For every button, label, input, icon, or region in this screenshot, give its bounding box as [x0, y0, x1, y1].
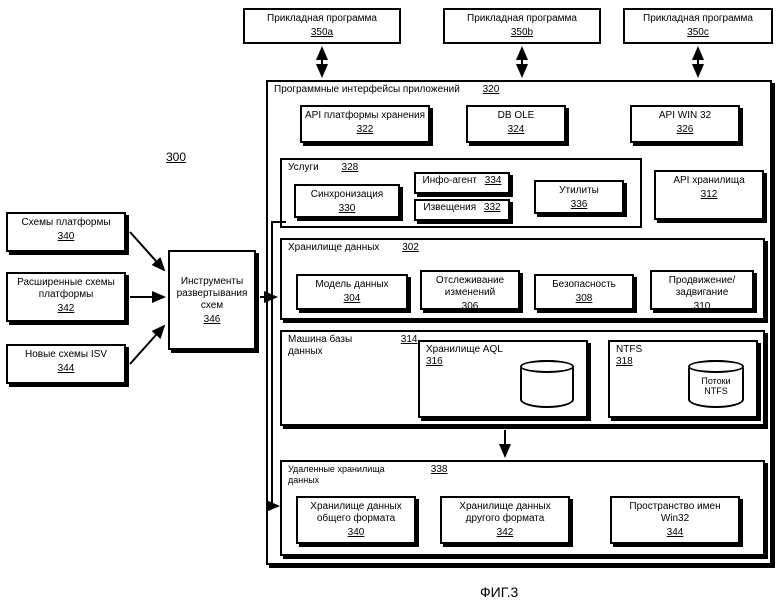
ref: 330 [299, 203, 395, 214]
schema-ext-box: Расширенные схемы платформы 342 [6, 272, 126, 322]
label: Продвижение/ задвигание [655, 275, 749, 299]
datamodel-box: Модель данных 304 [296, 274, 408, 310]
ref: 344 [11, 363, 121, 374]
ref: 326 [635, 124, 735, 135]
ref: 340 [301, 527, 411, 538]
repo-api-box: API хранилища 312 [654, 170, 764, 220]
ref: 324 [471, 124, 561, 135]
label: Безопасность [539, 279, 629, 291]
label: DB OLE [471, 110, 561, 122]
schema-platform-box: Схемы платформы 340 [6, 212, 126, 252]
diagram-ref: 300 [166, 150, 186, 164]
ref: 316 [426, 356, 443, 367]
app-box-3: Прикладная программа 350c [623, 8, 773, 44]
label: API хранилища [659, 175, 759, 187]
label: API WIN 32 [635, 110, 735, 122]
label: Отслеживание изменений [425, 275, 515, 299]
label: API платформы хранения [305, 110, 425, 122]
ref: 312 [659, 189, 759, 200]
label: Модель данных [301, 279, 403, 291]
label: Хранилище AQL [426, 344, 503, 355]
ref: 340 [11, 231, 121, 242]
aql-cylinder [520, 360, 574, 408]
label: Синхронизация [299, 189, 395, 201]
remote-box-2: Хранилище данных другого формата 342 [440, 496, 570, 544]
label: Новые схемы ISV [11, 349, 121, 361]
ref: 338 [431, 464, 448, 475]
api-win32: API WIN 32 326 [630, 105, 740, 143]
api-storage: API платформы хранения 322 [300, 105, 430, 143]
ref: 342 [11, 303, 121, 314]
schema-isv-box: Новые схемы ISV 344 [6, 344, 126, 384]
utilities-box: Утилиты 336 [534, 180, 624, 214]
ref: 336 [539, 199, 619, 210]
sync-box: Синхронизация 330 [294, 184, 400, 218]
ref: 342 [445, 527, 565, 538]
ref: 310 [655, 301, 749, 312]
label: NTFS [616, 344, 642, 355]
ref: 306 [425, 301, 515, 312]
label: Хранилище данных [288, 242, 379, 253]
ref: 344 [615, 527, 735, 538]
ref: 304 [301, 293, 403, 304]
app-box-1: Прикладная программа 350a [243, 8, 401, 44]
app-ref: 350c [628, 27, 768, 38]
ref: 302 [402, 242, 419, 253]
label: Услуги [288, 162, 319, 173]
label: Извещения [423, 202, 476, 213]
label: Машина базы данных [288, 334, 378, 358]
notifications-box: Извещения 332 [414, 199, 510, 221]
app-ref: 350a [248, 27, 396, 38]
ntfs-cylinder: Потоки NTFS [688, 360, 744, 408]
app-title: Прикладная программа [628, 13, 768, 25]
deploy-tools-box: Инструменты развертывания схем 346 [168, 250, 256, 350]
promo-box: Продвижение/ задвигание 310 [650, 270, 754, 310]
label: Инструменты развертывания схем [173, 276, 251, 312]
remote-box-1: Хранилище данных общего формата 340 [296, 496, 416, 544]
label: Схемы платформы [11, 217, 121, 229]
api-layer-title: Программные интерфейсы приложений [274, 84, 460, 95]
label: Инфо-агент [423, 175, 477, 186]
remote-box-3: Пространство имен Win32 344 [610, 496, 740, 544]
api-layer-ref: 320 [483, 84, 500, 95]
ref: 322 [305, 124, 425, 135]
figure-label: ФИГ.3 [480, 584, 518, 600]
app-box-2: Прикладная программа 350b [443, 8, 601, 44]
infoagent-box: Инфо-агент 334 [414, 172, 510, 194]
app-title: Прикладная программа [248, 13, 396, 25]
label: Пространство имен Win32 [615, 501, 735, 525]
app-title: Прикладная программа [448, 13, 596, 25]
ref: 318 [616, 356, 633, 367]
ref: 314 [401, 334, 418, 345]
label: Удаленные хранилища данных [288, 464, 408, 486]
app-ref: 350b [448, 27, 596, 38]
ref: 332 [484, 202, 501, 213]
ref: 308 [539, 293, 629, 304]
label: Хранилище данных общего формата [301, 501, 411, 525]
ref: 328 [342, 162, 359, 173]
changetrack-box: Отслеживание изменений 306 [420, 270, 520, 310]
label: Хранилище данных другого формата [445, 501, 565, 525]
ref: 334 [485, 175, 502, 186]
api-dbole: DB OLE 324 [466, 105, 566, 143]
ref: 346 [173, 314, 251, 325]
security-box: Безопасность 308 [534, 274, 634, 310]
label: Утилиты [539, 185, 619, 197]
ntfs-streams-label: Потоки NTFS [690, 376, 742, 396]
label: Расширенные схемы платформы [11, 277, 121, 301]
